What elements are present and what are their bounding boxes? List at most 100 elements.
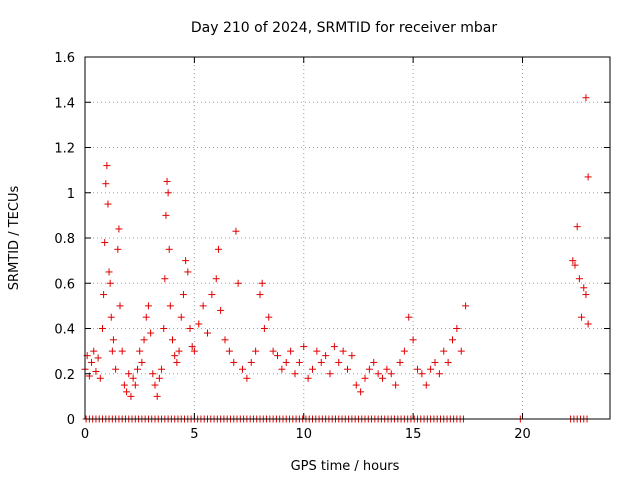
data-point — [114, 245, 122, 253]
data-point — [269, 347, 277, 355]
data-point — [217, 306, 225, 314]
data-point — [575, 275, 583, 283]
data-point — [582, 94, 590, 102]
data-point — [199, 302, 207, 310]
data-point — [580, 284, 588, 292]
data-point — [138, 358, 146, 366]
data-point — [129, 374, 137, 382]
data-point — [584, 320, 592, 328]
data-point — [278, 365, 286, 373]
data-point — [134, 365, 141, 373]
data-point — [96, 374, 104, 382]
data-point — [287, 347, 295, 355]
data-point — [109, 336, 117, 344]
data-point — [453, 325, 461, 332]
x-tick-label: 10 — [295, 427, 312, 442]
data-point — [195, 320, 203, 328]
data-point — [258, 279, 266, 287]
data-point — [317, 358, 325, 366]
y-tick-label: 1.4 — [54, 96, 75, 111]
x-tick-label: 5 — [190, 427, 198, 442]
data-point — [571, 261, 579, 269]
data-point — [186, 325, 194, 332]
data-point — [136, 347, 144, 355]
data-point — [102, 180, 110, 188]
y-tick-label: 0.4 — [54, 323, 75, 338]
data-point — [396, 358, 404, 366]
data-point — [260, 325, 268, 332]
data-point — [166, 302, 174, 310]
data-point — [247, 358, 255, 366]
data-point — [120, 381, 128, 389]
data-point — [153, 392, 161, 400]
data-point — [163, 177, 171, 185]
data-point — [169, 336, 176, 344]
data-point — [177, 313, 185, 321]
data-point — [221, 336, 229, 344]
data-point — [164, 189, 172, 197]
data-point — [105, 268, 113, 276]
y-tick-label: 1.6 — [54, 51, 75, 66]
data-point — [151, 381, 159, 389]
data-point — [179, 291, 187, 299]
data-point — [123, 388, 131, 396]
data-point — [569, 257, 577, 265]
data-point — [265, 313, 273, 321]
data-point — [409, 336, 417, 344]
data-point — [155, 374, 163, 382]
data-point — [379, 374, 386, 382]
data-point — [182, 257, 190, 265]
data-point — [387, 370, 395, 378]
y-tick-label: 0.2 — [54, 368, 75, 383]
data-point — [104, 200, 112, 208]
data-point — [313, 347, 321, 355]
data-point — [282, 358, 290, 366]
data-point — [449, 336, 456, 344]
data-point — [431, 358, 439, 366]
data-point — [88, 358, 96, 366]
data-point — [116, 302, 124, 310]
data-point — [99, 325, 106, 332]
data-point — [304, 374, 312, 382]
data-point — [204, 329, 211, 337]
data-point — [348, 352, 356, 360]
data-point — [418, 370, 426, 378]
data-point — [374, 370, 382, 378]
data-point — [131, 381, 139, 389]
data-point — [392, 381, 400, 389]
data-point — [339, 347, 347, 355]
data-point — [256, 291, 264, 299]
data-point — [214, 245, 222, 253]
data-point — [103, 162, 111, 170]
data-point — [322, 352, 330, 360]
chart-title: Day 210 of 2024, SRMTID for receiver mba… — [191, 20, 498, 36]
data-point — [239, 365, 246, 373]
x-tick-label: 0 — [81, 427, 89, 442]
data-point — [107, 313, 115, 321]
data-point — [300, 343, 308, 351]
data-marks — [81, 94, 592, 423]
data-point — [171, 352, 179, 360]
data-point — [252, 347, 260, 355]
data-point — [414, 365, 421, 373]
data-point — [232, 227, 240, 235]
data-point — [208, 291, 216, 299]
y-tick-label: 0.6 — [54, 277, 75, 292]
data-point — [92, 367, 100, 375]
grid-lines — [85, 57, 610, 419]
data-point — [573, 223, 581, 231]
data-point — [127, 392, 135, 400]
data-point — [291, 370, 299, 378]
data-point — [230, 358, 238, 366]
data-point — [274, 352, 281, 360]
y-tick-label: 1 — [67, 187, 75, 202]
data-point — [422, 381, 430, 389]
data-point — [184, 268, 192, 276]
data-point — [142, 313, 150, 321]
data-point — [335, 358, 343, 366]
data-point — [106, 279, 114, 287]
x-axis-label: GPS time / hours — [291, 459, 400, 474]
data-point — [140, 336, 148, 344]
data-point — [330, 343, 338, 351]
